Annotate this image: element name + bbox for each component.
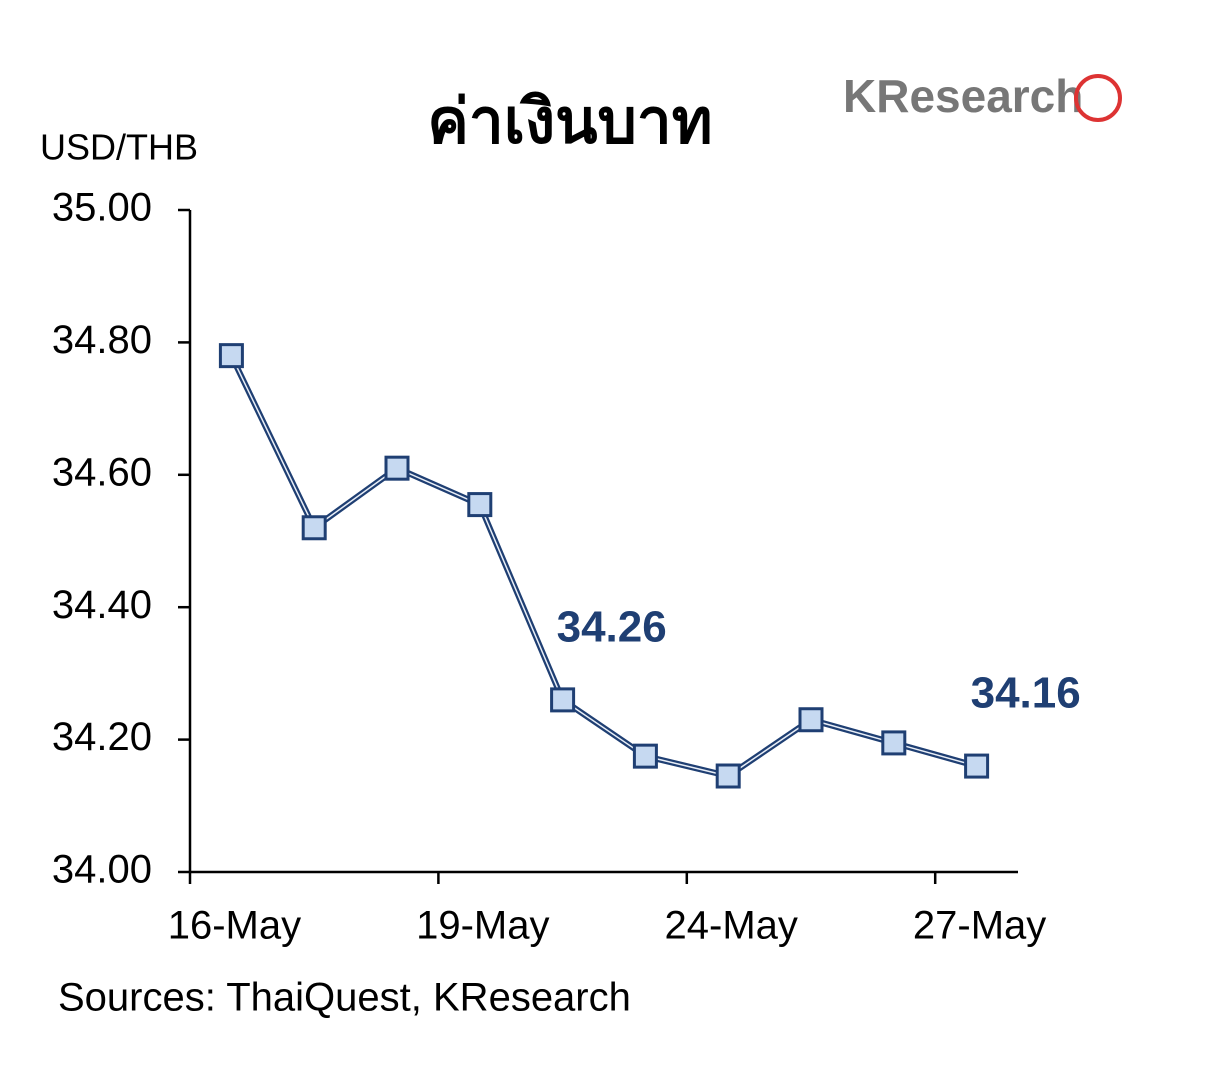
x-tick-label: 27-May	[913, 904, 1046, 948]
y-tick-label: 34.40	[52, 583, 152, 627]
series-line-inner	[230, 355, 977, 777]
marker	[715, 763, 741, 789]
chart-title: ค่าเงินบาท	[427, 87, 712, 156]
marker	[384, 455, 410, 481]
source-note: Sources: ThaiQuest, KResearch	[58, 976, 631, 1020]
marker	[550, 687, 576, 713]
marker	[632, 743, 658, 769]
logo-icon	[1074, 74, 1122, 122]
y-tick-label: 34.80	[52, 318, 152, 362]
logo: KResearch	[843, 70, 1083, 122]
y-tick-label: 34.60	[52, 450, 152, 494]
marker	[467, 492, 493, 518]
y-tick-label: 35.00	[52, 186, 152, 230]
marker	[798, 707, 824, 733]
marker	[881, 730, 907, 756]
series-line	[228, 354, 978, 780]
marker	[301, 515, 327, 541]
y-tick-label: 34.00	[52, 848, 152, 892]
x-tick-label: 24-May	[665, 904, 798, 948]
marker	[218, 343, 244, 369]
x-tick-label: 19-May	[416, 904, 549, 948]
data-label: 34.16	[971, 669, 1081, 718]
data-label: 34.26	[557, 603, 667, 652]
marker	[964, 753, 990, 779]
y-axis-label: USD/THB	[40, 127, 198, 168]
x-tick-label: 16-May	[168, 904, 301, 948]
y-tick-label: 34.20	[52, 715, 152, 759]
